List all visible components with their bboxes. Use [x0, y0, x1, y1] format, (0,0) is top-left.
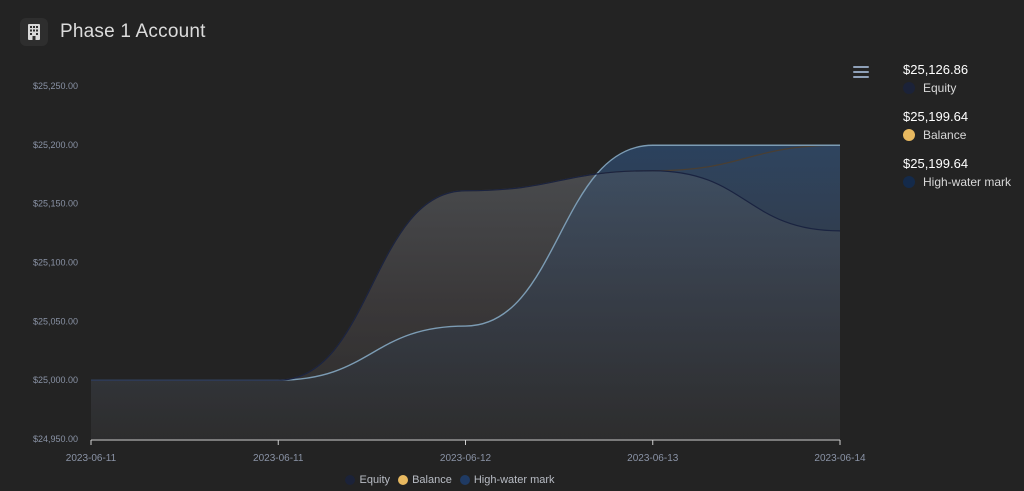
y-tick-label: $25,050.00: [33, 316, 78, 326]
equity-line: [90, 170, 841, 381]
legend-hwm-dot-icon: [459, 475, 470, 485]
y-tick-label: $25,000.00: [33, 375, 78, 385]
x-tick-label: 2023-06-13: [627, 453, 679, 464]
summary-hwm: $25,199.64 High-water mark: [903, 156, 1021, 189]
y-tick-label: $25,200.00: [33, 140, 78, 150]
summary-panel: $25,126.86 Equity $25,199.64 Balance $25…: [903, 62, 1021, 203]
legend-equity-dot-icon: [345, 475, 356, 485]
balance-value: $25,199.64: [903, 109, 969, 124]
x-tick-label: 2023-06-14: [814, 453, 866, 464]
y-tick-label: $25,100.00: [33, 258, 78, 268]
legend-item-hwm[interactable]: High-water mark: [459, 474, 555, 486]
y-tick-label: $25,250.00: [33, 81, 78, 91]
y-tick-label: $24,950.00: [33, 434, 78, 444]
equity-value: $25,126.86: [903, 62, 969, 77]
legend-balance-label: Balance: [412, 474, 452, 486]
equity-dot-icon: [903, 82, 915, 94]
y-tick-label: $25,150.00: [33, 199, 78, 209]
hwm-value: $25,199.64: [903, 156, 969, 171]
x-tick-label: 2023-06-12: [440, 453, 492, 464]
page-title: Phase 1 Account: [60, 21, 206, 42]
legend-hwm-label: High-water mark: [473, 474, 555, 486]
equity-label: Equity: [923, 81, 957, 95]
summary-equity: $25,126.86 Equity: [903, 62, 1021, 95]
x-tick-label: 2023-06-11: [253, 453, 304, 464]
x-tick-label: 2023-06-11: [66, 453, 117, 464]
legend-item-equity[interactable]: Equity: [345, 474, 390, 486]
legend-balance-dot-icon: [398, 475, 409, 485]
chart-menu-icon[interactable]: [853, 66, 869, 80]
hwm-dot-icon: [903, 176, 915, 188]
legend-item-balance[interactable]: Balance: [398, 474, 452, 486]
balance-label: Balance: [923, 128, 967, 142]
summary-balance: $25,199.64 Balance: [903, 109, 1021, 142]
balance-dot-icon: [903, 129, 915, 141]
header: Phase 1 Account: [20, 16, 206, 48]
equity-area: [91, 170, 840, 439]
building-icon: [20, 18, 48, 46]
legend-equity-label: Equity: [359, 474, 391, 486]
chart-legend: Equity Balance High-water mark: [0, 474, 1024, 486]
hwm-label: High-water mark: [923, 175, 1012, 189]
